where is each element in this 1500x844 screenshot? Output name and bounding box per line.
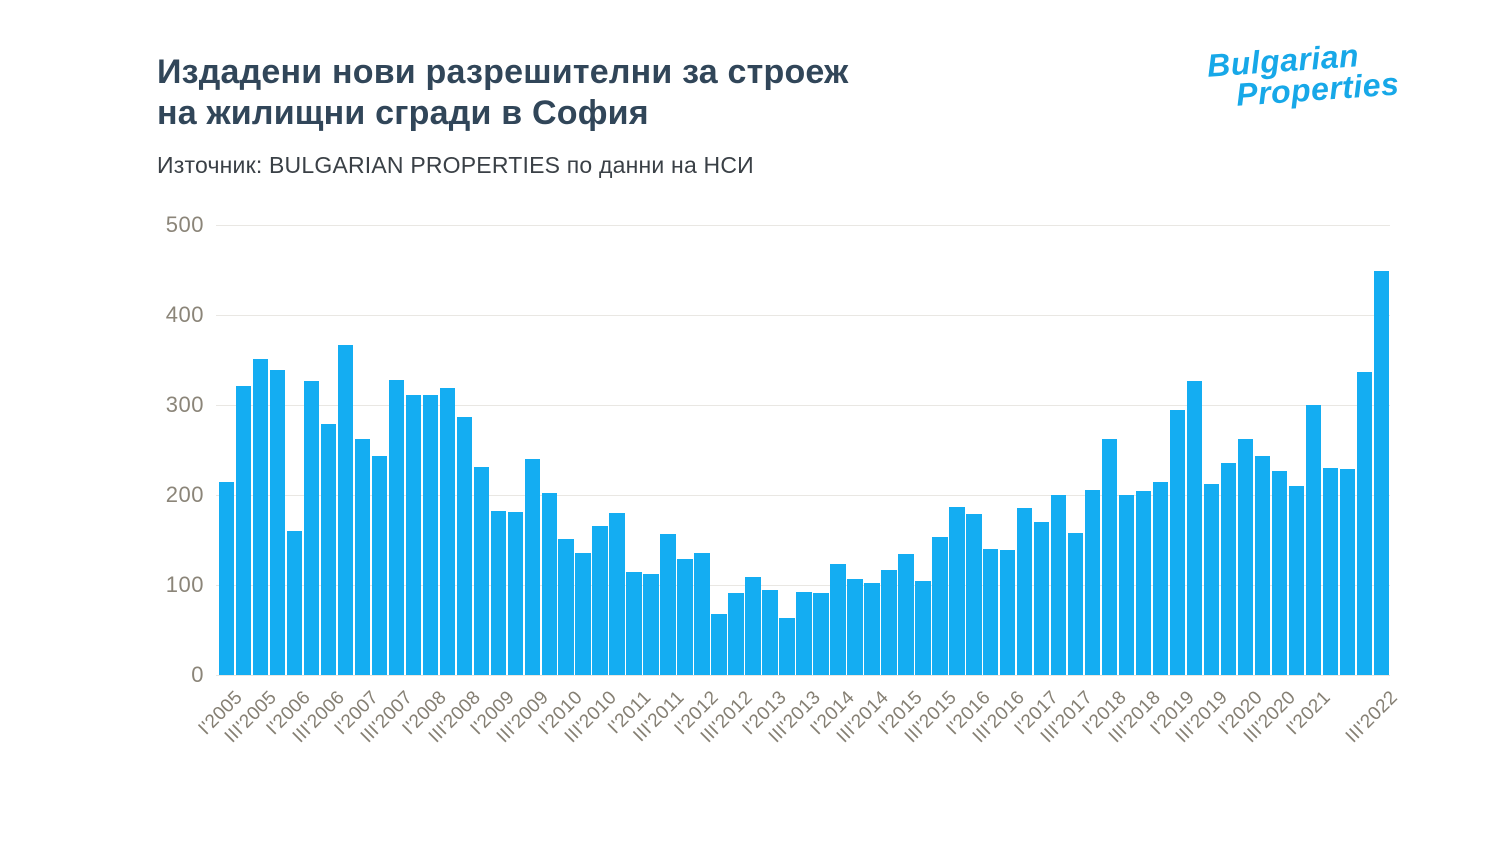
bar — [388, 379, 405, 675]
page-title: Издадени нови разрешителни за строеж на … — [157, 53, 849, 133]
bar — [881, 569, 897, 675]
bar — [609, 513, 625, 675]
bar — [252, 359, 269, 675]
bar — [456, 416, 472, 675]
x-tick-label: III'2022 — [1342, 687, 1403, 748]
bar — [983, 549, 999, 675]
bar — [779, 618, 795, 675]
bar — [354, 439, 371, 675]
gridline — [216, 585, 1390, 586]
bar — [439, 387, 455, 675]
bar — [626, 571, 642, 675]
bar — [864, 583, 880, 675]
bar — [745, 576, 761, 675]
bar — [694, 552, 710, 675]
bar — [1101, 439, 1118, 675]
bar — [592, 525, 608, 675]
gridline — [216, 495, 1390, 496]
gridline — [216, 315, 1390, 316]
bar — [269, 369, 286, 675]
bar — [422, 395, 438, 675]
bar — [966, 513, 982, 675]
y-tick-label: 0 — [191, 662, 204, 687]
bar — [677, 558, 693, 675]
bar — [1373, 270, 1390, 675]
bar — [643, 574, 659, 675]
bar — [728, 593, 744, 675]
bar — [1288, 486, 1305, 675]
bar — [1135, 491, 1152, 675]
bar — [1322, 468, 1339, 675]
bar — [473, 467, 489, 675]
bar — [1271, 470, 1288, 675]
bar — [541, 493, 557, 675]
bar — [1000, 549, 1016, 675]
bar — [1237, 439, 1254, 675]
bar — [1356, 371, 1373, 675]
bar — [1068, 532, 1084, 675]
bar — [337, 344, 354, 675]
gridline — [216, 405, 1390, 406]
bar — [830, 564, 846, 675]
bar — [1118, 495, 1135, 675]
bar — [405, 395, 422, 675]
bar — [507, 512, 523, 675]
bar — [303, 380, 320, 675]
gridline — [216, 225, 1390, 226]
bar — [1152, 481, 1169, 675]
bar — [490, 511, 506, 675]
bar — [575, 552, 591, 675]
bar — [1034, 522, 1050, 675]
bar — [1339, 468, 1356, 675]
y-tick-label: 300 — [165, 392, 204, 417]
bar — [813, 593, 829, 675]
bulgarian-properties-logo: Bulgarian Properties — [1206, 33, 1460, 113]
bar — [1169, 409, 1186, 675]
bar — [915, 581, 931, 675]
y-tick-label: 500 — [165, 212, 204, 237]
bar — [235, 386, 252, 675]
y-tick-label: 100 — [165, 572, 204, 597]
bar — [1051, 495, 1067, 675]
gridline — [216, 675, 1390, 676]
plot-area: I'2005 III'2005 I'2006 III'2006 I'2007 III'20… — [166, 212, 1403, 747]
bar — [949, 506, 965, 675]
bar — [932, 537, 948, 675]
bars-layer — [218, 225, 1390, 675]
bar — [847, 578, 863, 675]
bar — [1305, 405, 1322, 675]
bar — [1220, 462, 1237, 675]
source-note: Източник: BULGARIAN PROPERTIES по данни … — [157, 152, 754, 178]
bar — [286, 531, 303, 675]
bar — [762, 589, 778, 675]
y-tick-label: 200 — [165, 482, 204, 507]
bar — [660, 533, 676, 675]
bar — [558, 539, 574, 675]
bar — [711, 613, 727, 675]
bar — [524, 459, 540, 675]
y-tick-label: 400 — [165, 302, 204, 327]
bar — [371, 456, 388, 675]
bar — [796, 592, 812, 675]
bar — [1085, 489, 1101, 675]
bar — [1203, 484, 1220, 675]
bar — [1254, 456, 1271, 675]
bar — [1017, 507, 1033, 675]
bar — [898, 554, 914, 675]
bar — [320, 423, 337, 675]
bar — [218, 481, 235, 675]
bar — [1186, 380, 1203, 675]
